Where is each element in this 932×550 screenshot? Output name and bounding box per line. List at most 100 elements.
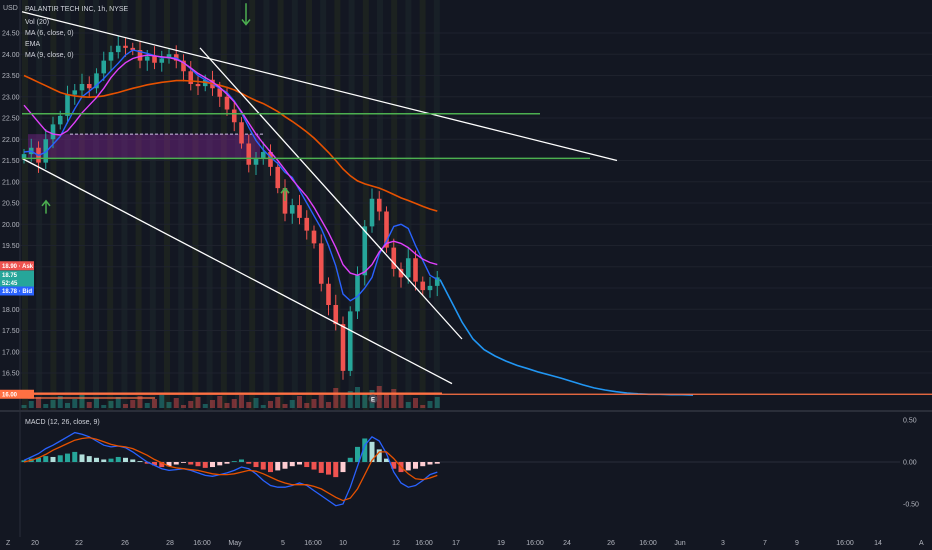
left-price-scale[interactable] xyxy=(0,0,20,410)
volume-bar xyxy=(246,402,252,408)
candle-body xyxy=(289,205,295,214)
volume-bar xyxy=(101,405,107,408)
volume-bar xyxy=(268,401,273,408)
auto-scale-icon[interactable]: A xyxy=(919,540,924,547)
volume-bar xyxy=(57,396,63,408)
volume-bar xyxy=(405,402,411,408)
legend-item-ma9[interactable]: MA (9, close, 0) xyxy=(25,52,74,59)
candle-body xyxy=(50,124,56,140)
macd-histogram-bar xyxy=(304,462,310,468)
volume-bar xyxy=(427,401,433,408)
session-stripe xyxy=(391,0,398,410)
volume-bar xyxy=(86,402,92,408)
candle-body xyxy=(231,109,237,123)
macd-histogram-bar xyxy=(355,446,360,462)
x-tick-label: 16:00 xyxy=(836,540,854,547)
volume-bar xyxy=(43,404,49,408)
candle-body xyxy=(311,230,317,244)
volume-bar xyxy=(217,396,223,408)
steep-down-trendline[interactable] xyxy=(199,47,463,340)
y-tick-label: 21.00 xyxy=(2,179,20,186)
y-tick-label: 19.50 xyxy=(2,243,20,250)
down-arrow-top[interactable] xyxy=(241,19,251,26)
macd-histogram-bar xyxy=(101,459,107,462)
x-tick-label: May xyxy=(228,540,242,547)
volume-bar xyxy=(275,397,281,408)
session-stripe xyxy=(192,0,199,410)
session-stripe xyxy=(178,0,185,410)
volume-bar xyxy=(50,400,56,408)
candle-body xyxy=(21,154,27,159)
candle-body xyxy=(427,285,433,291)
candle-body xyxy=(347,311,353,371)
drawings-layer[interactable]: E xyxy=(21,3,932,404)
x-tick-label: 17 xyxy=(452,540,460,547)
bid-price-tag: 18.78 · Bid xyxy=(2,289,32,295)
up-arrow-left[interactable] xyxy=(41,199,51,207)
macd-histogram-bar xyxy=(173,462,179,465)
macd-histogram-bar xyxy=(79,454,85,462)
legend-item-volume[interactable]: Vol (20) xyxy=(25,19,49,26)
candle-body xyxy=(369,198,375,227)
macd-histogram-bar xyxy=(72,451,78,462)
volume-bar xyxy=(94,398,99,408)
x-tick-label: 16:00 xyxy=(639,540,657,547)
candle-body xyxy=(260,152,266,159)
x-tick-label: 16:00 xyxy=(415,540,433,547)
volume-bar xyxy=(333,388,339,408)
session-stripe xyxy=(36,0,43,410)
legend-item-ma6[interactable]: MA (6, close, 0) xyxy=(25,30,74,37)
candle-body xyxy=(246,143,252,165)
macd-histogram-bar xyxy=(434,462,440,464)
volume-bar xyxy=(253,398,259,408)
legend-item-ema[interactable]: EMA xyxy=(25,41,41,48)
candle-body xyxy=(384,211,389,248)
session-stripe xyxy=(93,0,99,410)
candle-body xyxy=(115,45,121,53)
macd-histogram-bar xyxy=(246,462,252,464)
candle-body xyxy=(434,277,440,286)
bid-price-tag-bg xyxy=(0,286,34,296)
macd-histogram-bar xyxy=(94,457,99,462)
volume-bar xyxy=(347,391,353,408)
macd-histogram-bar xyxy=(108,458,114,462)
candle-body xyxy=(86,84,92,89)
x-tick-label: 14 xyxy=(874,540,882,547)
left-macd-scale[interactable] xyxy=(0,412,20,537)
x-tick-label: 10 xyxy=(339,540,347,547)
macd-tick-label: -0.50 xyxy=(903,502,919,509)
symbol-title[interactable]: PALANTIR TECH INC, 1h, NYSE xyxy=(25,6,129,13)
x-tick-label: 3 xyxy=(721,540,725,547)
macd-tick-label: 0.50 xyxy=(903,418,917,425)
x-tick-label: 16:00 xyxy=(304,540,322,547)
y-tick-label: 21.50 xyxy=(2,158,20,165)
zoom-icon[interactable]: Z xyxy=(6,540,11,547)
session-stripe xyxy=(405,0,412,410)
macd-histogram-bar xyxy=(166,462,172,467)
lower-channel-trendline[interactable] xyxy=(21,157,453,385)
y-tick-label: 22.50 xyxy=(2,116,20,123)
volume-bar xyxy=(195,397,201,408)
candle-body xyxy=(355,275,360,312)
macd-histogram-bar xyxy=(282,462,288,469)
x-tick-label: 24 xyxy=(563,540,571,547)
candle-body xyxy=(123,45,128,48)
macd-histogram-bar xyxy=(311,462,317,470)
y-tick-label: 16.50 xyxy=(2,371,20,378)
candle-body xyxy=(79,84,85,91)
macd-legend-label[interactable]: MACD (12, 26, close, 9) xyxy=(25,419,100,426)
volume-bar xyxy=(304,403,310,408)
macd-histogram-bar xyxy=(217,462,223,466)
macd-histogram-bar xyxy=(224,462,230,464)
upper-channel-trendline[interactable] xyxy=(21,11,618,162)
session-stripe xyxy=(78,0,85,410)
macd-histogram-bar xyxy=(413,462,418,469)
up-arrow-mid[interactable] xyxy=(280,186,290,194)
demand-zone[interactable] xyxy=(28,134,260,159)
candle-body xyxy=(57,115,63,125)
x-tick-label: 5 xyxy=(281,540,285,547)
macd-histogram-bar xyxy=(181,462,186,463)
earnings-marker[interactable] xyxy=(368,394,378,404)
macd-histogram-bar xyxy=(36,457,41,462)
volume-bar xyxy=(282,404,288,408)
